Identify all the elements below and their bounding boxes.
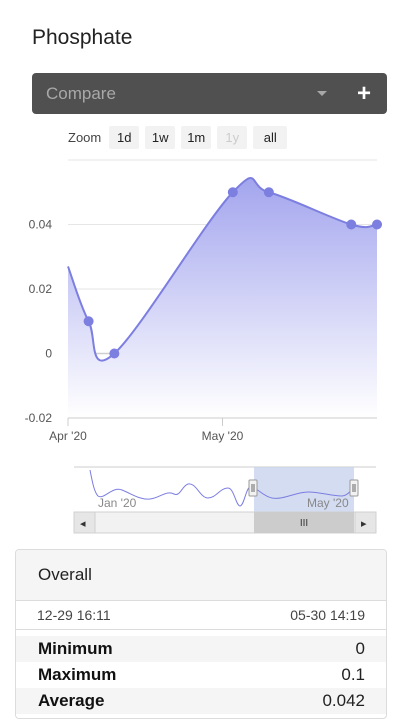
x-axis: Apr '20 May '20 <box>49 417 377 443</box>
scroll-left-button[interactable] <box>73 511 96 534</box>
scroll-right-button[interactable] <box>354 511 377 534</box>
stat-row-minimum: Minimum 0 <box>16 636 386 662</box>
navigator-handle-left[interactable] <box>248 479 258 497</box>
chevron-left-icon[interactable]: ◂ <box>80 517 86 530</box>
zoom-1m-button[interactable]: 1m <box>181 125 212 149</box>
stats-panel: Overall 12-29 16:11 05-30 14:19 Minimum … <box>15 549 387 719</box>
range-start: 12-29 16:11 <box>37 607 111 623</box>
range-end: 05-30 14:19 <box>290 607 365 623</box>
stat-name: Minimum <box>38 639 113 658</box>
navigator-selection[interactable] <box>254 467 354 512</box>
stat-row-average: Average 0.042 <box>16 688 386 714</box>
data-point[interactable] <box>109 348 120 359</box>
zoom-label: Zoom <box>68 129 102 145</box>
stat-value: 0.042 <box>322 691 365 710</box>
y-tick-label: 0 <box>45 347 52 361</box>
y-tick-label: -0.02 <box>25 411 53 425</box>
stat-row-maximum: Maximum 0.1 <box>16 662 386 688</box>
zoom-all-button[interactable]: all <box>253 125 288 149</box>
stat-name: Average <box>38 691 105 710</box>
navigator-series-line <box>89 469 357 507</box>
data-point[interactable] <box>346 219 357 230</box>
stat-name: Maximum <box>38 665 117 684</box>
y-tick-label: 0.02 <box>29 282 53 296</box>
navigator[interactable]: Jan '20 May '20 <box>74 466 376 513</box>
stats-date-range: 12-29 16:11 05-30 14:19 <box>16 601 386 630</box>
compare-dropdown[interactable]: Compare + <box>32 73 387 114</box>
series-line <box>67 177 378 362</box>
scroll-thumb[interactable] <box>254 512 354 533</box>
series-area <box>68 177 377 418</box>
stats-heading: Overall <box>16 550 386 601</box>
chevron-down-icon[interactable] <box>316 91 327 96</box>
page-title: Phosphate <box>32 26 133 49</box>
x-tick-label: Apr '20 <box>49 429 87 443</box>
stat-value: 0.1 <box>341 665 365 684</box>
series-markers <box>83 187 382 359</box>
y-tick-label: 0.04 <box>29 218 53 232</box>
data-point[interactable] <box>227 187 238 198</box>
zoom-1w-button[interactable]: 1w <box>145 125 176 149</box>
compare-placeholder: Compare <box>46 83 116 103</box>
x-tick-label: May '20 <box>202 429 244 443</box>
navigator-label-left: Jan '20 <box>98 496 137 510</box>
stat-value: 0 <box>355 639 365 658</box>
phosphate-chart: -0.02 0 0.02 0.04 Apr '20 May '20 Jan '20 Ma… <box>25 159 382 534</box>
chevron-right-icon[interactable]: ▸ <box>361 517 367 530</box>
scrollbar[interactable]: ◂ III ▸ <box>73 511 377 534</box>
zoom-1d-button[interactable]: 1d <box>109 125 140 149</box>
data-point[interactable] <box>263 187 274 198</box>
navigator-handle-right[interactable] <box>349 479 359 497</box>
add-compare-button[interactable]: + <box>356 79 371 107</box>
navigator-label-right: May '20 <box>307 496 349 510</box>
zoom-1y-button: 1y <box>217 125 248 149</box>
scroll-grip-icon[interactable]: III <box>300 518 308 529</box>
data-point[interactable] <box>83 316 94 327</box>
y-axis-labels: -0.02 0 0.02 0.04 <box>25 218 53 426</box>
zoom-controls: Zoom 1d 1w 1m 1y all <box>68 125 293 149</box>
data-point[interactable] <box>372 219 382 230</box>
